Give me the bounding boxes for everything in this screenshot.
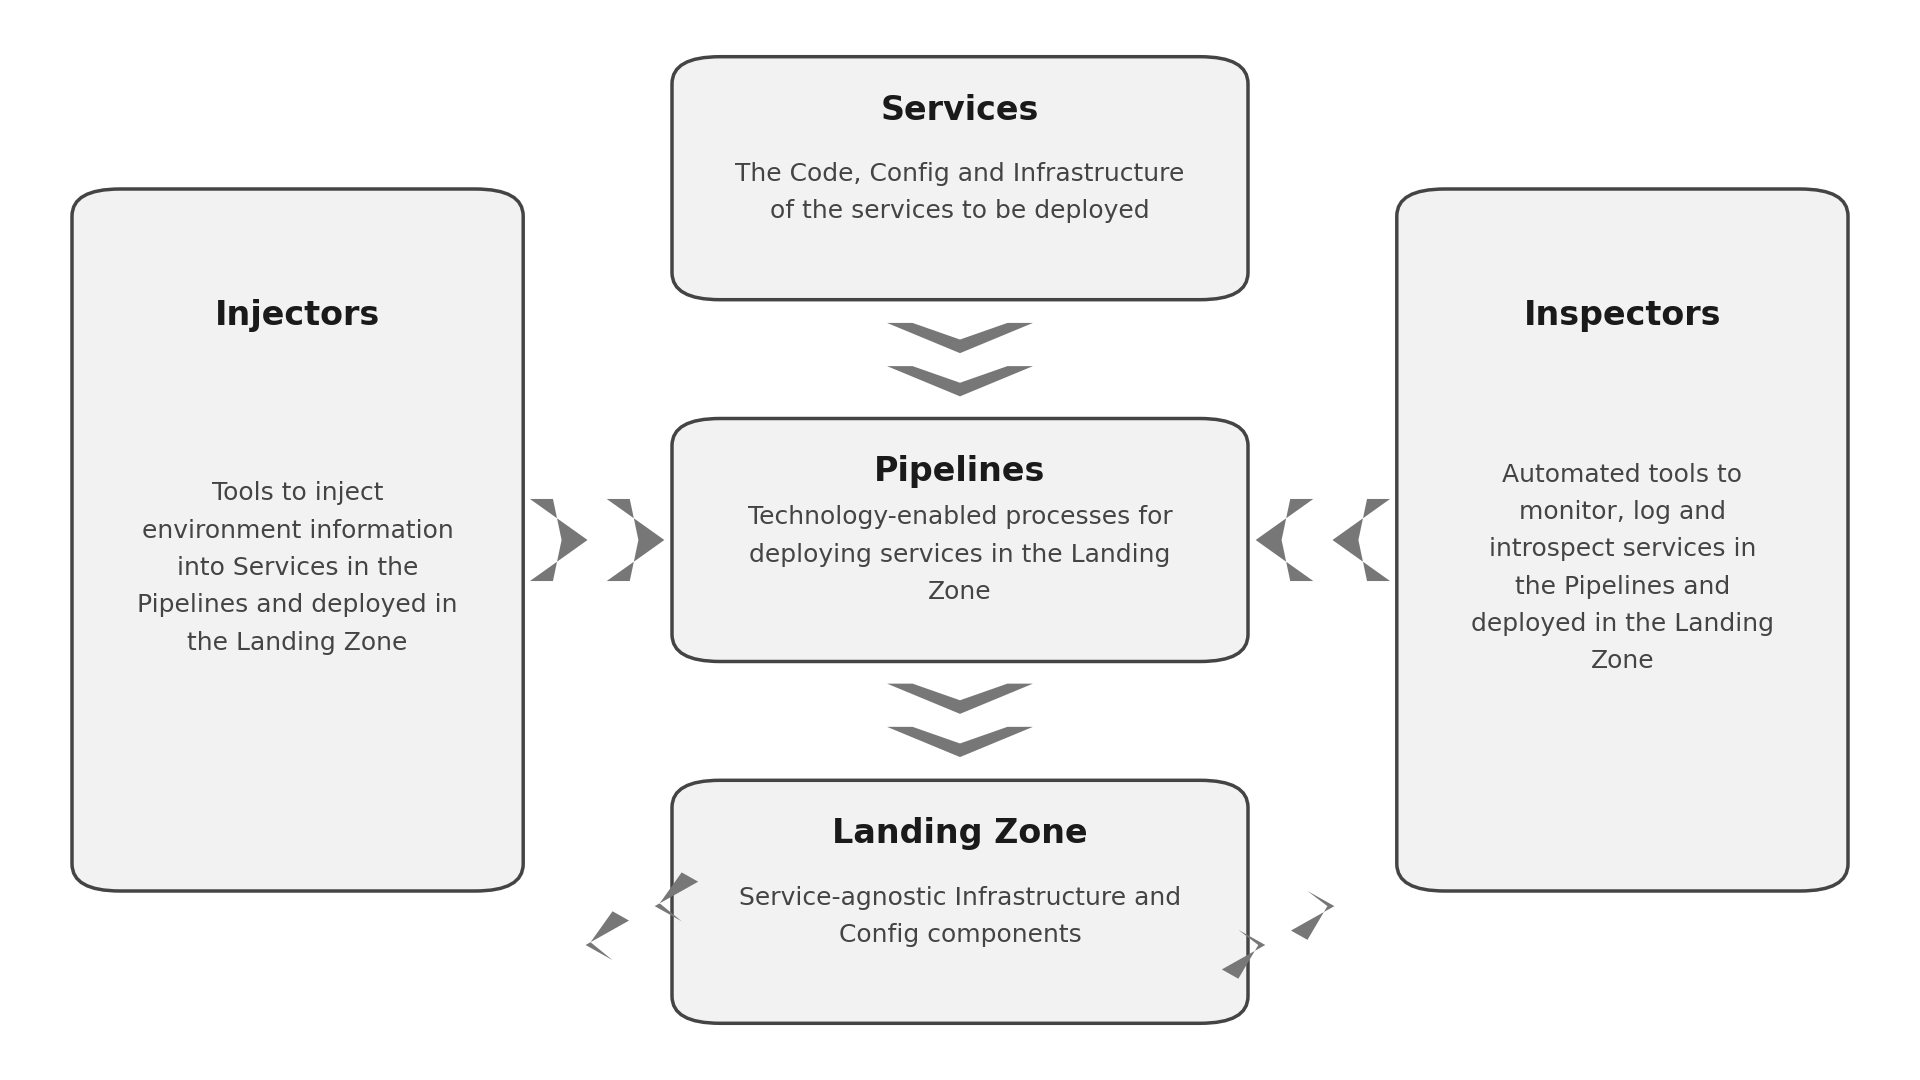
- Polygon shape: [887, 727, 1033, 757]
- Text: Injectors: Injectors: [215, 299, 380, 332]
- Text: Tools to inject
environment information
into Services in the
Pipelines and deplo: Tools to inject environment information …: [138, 482, 457, 654]
- Polygon shape: [1290, 881, 1334, 940]
- Text: Services: Services: [881, 94, 1039, 126]
- Text: The Code, Config and Infrastructure
of the services to be deployed: The Code, Config and Infrastructure of t…: [735, 162, 1185, 224]
- Polygon shape: [607, 499, 664, 581]
- Text: Technology-enabled processes for
deploying services in the Landing
Zone: Technology-enabled processes for deployi…: [747, 505, 1173, 604]
- Text: Landing Zone: Landing Zone: [831, 818, 1089, 850]
- Text: Automated tools to
monitor, log and
introspect services in
the Pipelines and
dep: Automated tools to monitor, log and intr…: [1471, 463, 1774, 673]
- Polygon shape: [887, 323, 1033, 353]
- Polygon shape: [530, 499, 588, 581]
- Text: Pipelines: Pipelines: [874, 456, 1046, 488]
- Polygon shape: [1256, 499, 1313, 581]
- FancyBboxPatch shape: [73, 189, 522, 891]
- Polygon shape: [887, 366, 1033, 396]
- FancyBboxPatch shape: [672, 418, 1248, 661]
- FancyBboxPatch shape: [1398, 189, 1847, 891]
- Polygon shape: [586, 912, 630, 970]
- Text: Inspectors: Inspectors: [1524, 299, 1720, 332]
- Polygon shape: [887, 684, 1033, 714]
- Text: Service-agnostic Infrastructure and
Config components: Service-agnostic Infrastructure and Conf…: [739, 886, 1181, 947]
- Polygon shape: [1332, 499, 1390, 581]
- FancyBboxPatch shape: [672, 57, 1248, 299]
- FancyBboxPatch shape: [672, 780, 1248, 1024]
- Polygon shape: [655, 873, 699, 931]
- Polygon shape: [1221, 920, 1265, 978]
